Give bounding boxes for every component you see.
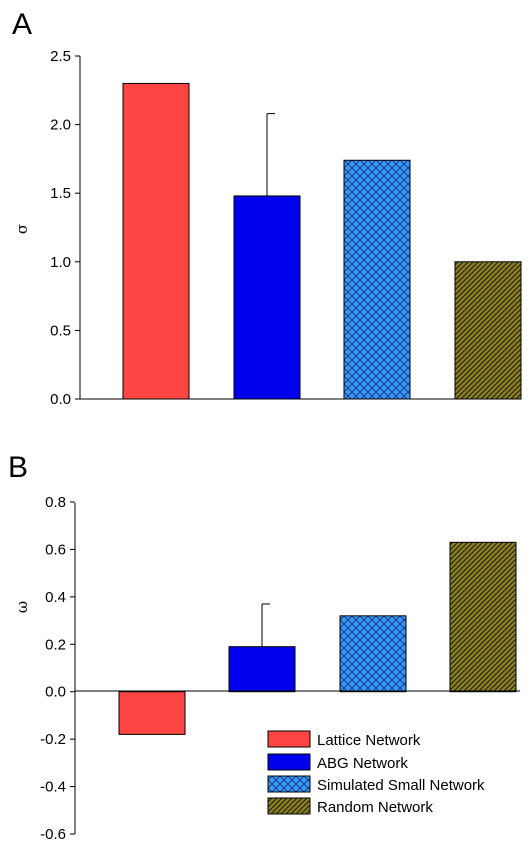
panel-b-y-tick-label: 0.0 <box>45 684 66 701</box>
legend-label-abg: ABG Network <box>317 755 408 772</box>
chart-panel-a: A σ 0.0 0.5 1.0 1.5 2.0 2.5 <box>12 8 522 408</box>
panel-a-bar-abg <box>233 195 301 400</box>
panel-a-ylabel: σ <box>13 224 31 234</box>
panel-b-y-tick-label: 0.4 <box>45 589 66 606</box>
legend: Lattice Network ABG Network Simulated Sm… <box>267 730 485 816</box>
panel-b-y-tick-label: -0.4 <box>40 779 66 796</box>
legend-label-simulated: Simulated Small Network <box>317 777 485 794</box>
panel-b-y-tick-label: 0.6 <box>45 541 66 558</box>
panel-b-y-tick-label: 0.8 <box>45 494 66 511</box>
panel-b-bar-lattice <box>118 691 186 735</box>
legend-swatch-lattice <box>267 730 311 748</box>
legend-swatch-random <box>267 797 311 815</box>
panel-b-y-tick-label: 0.2 <box>45 636 66 653</box>
legend-swatch-abg <box>267 753 311 771</box>
panel-b-y-ticks: 0.8 0.6 0.4 0.2 0.0 -0.2 -0.4 -0.6 <box>40 494 75 843</box>
panel-b-y-tick-label: -0.6 <box>40 826 66 843</box>
panel-b-ylabel: ω <box>13 601 31 613</box>
panel-b-y-tick-label: -0.2 <box>40 731 66 748</box>
panel-b-bar-random <box>449 541 517 693</box>
panel-b-bars <box>118 541 517 735</box>
panel-a-bar-random <box>454 261 522 400</box>
panel-a-bar-lattice <box>122 82 190 400</box>
panel-a-y-ticks: 0.0 0.5 1.0 1.5 2.0 2.5 <box>50 48 80 408</box>
panel-a-letter: A <box>12 8 32 41</box>
panel-a-bars <box>122 82 522 400</box>
panel-a-bar-simulated <box>343 159 411 400</box>
panel-b-letter: B <box>8 451 28 484</box>
chart-panel-b: B ω 0.8 0.6 0.4 0.2 0.0 -0.2 -0.4 -0.6 Lattice … <box>8 451 520 843</box>
panel-a-y-tick-label: 2.0 <box>50 117 71 134</box>
panel-a-y-tick-label: 2.5 <box>50 48 71 65</box>
legend-label-random: Random Network <box>317 799 433 816</box>
panel-a-y-tick-label: 0.5 <box>50 322 71 339</box>
panel-a-y-tick-label: 1.0 <box>50 254 71 271</box>
legend-swatch-simulated <box>267 775 311 793</box>
panel-b-bar-abg <box>228 646 296 693</box>
panel-b-bar-simulated <box>339 615 407 693</box>
panel-a-y-tick-label: 1.5 <box>50 185 71 202</box>
legend-label-lattice: Lattice Network <box>317 732 421 749</box>
panel-a-y-tick-label: 0.0 <box>50 391 71 408</box>
